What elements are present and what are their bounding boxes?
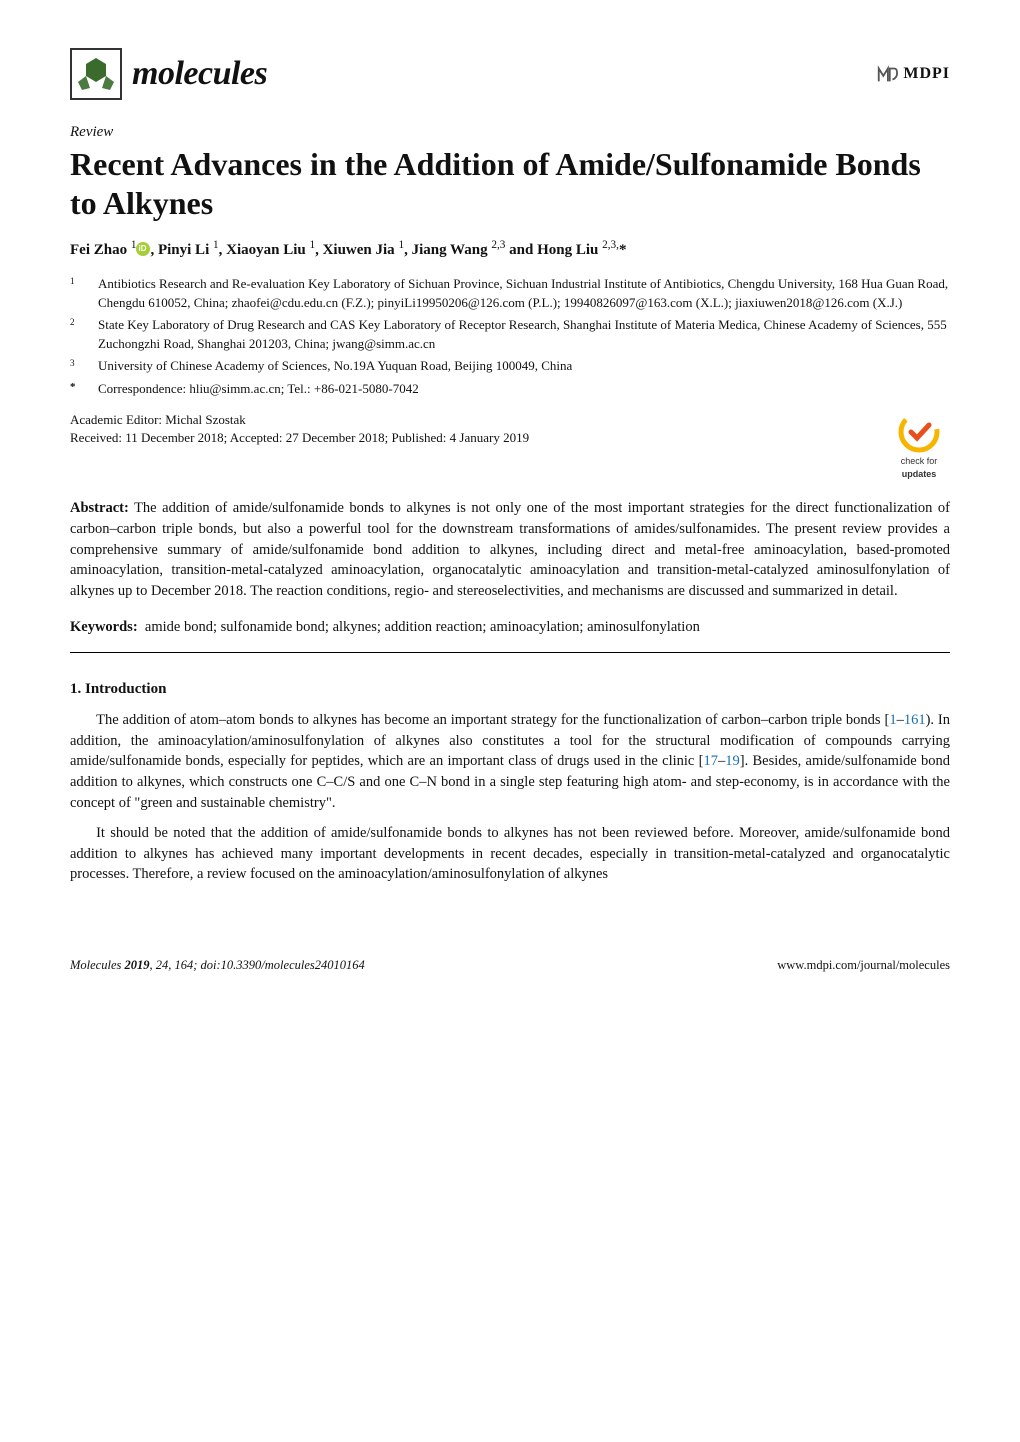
aff-number: 2 [70, 317, 75, 327]
academic-editor: Academic Editor: Michal Szostak [70, 411, 888, 429]
orcid-icon[interactable] [136, 242, 150, 256]
affiliation: 2 State Key Laboratory of Drug Research … [70, 316, 950, 353]
authors-line: Fei Zhao 1 , Pinyi Li 1, Xiaoyan Liu 1, X… [70, 238, 950, 261]
author: Fei Zhao 1 [70, 242, 136, 258]
reference-link[interactable]: 1 [889, 712, 896, 728]
aff-text: University of Chinese Academy of Science… [98, 357, 950, 376]
author: , Pinyi Li 1, Xiaoyan Liu 1, Xiuwen Jia … [150, 242, 626, 258]
footer-left: Molecules 2019, 24, 164; doi:10.3390/mol… [70, 957, 365, 975]
page-footer: Molecules 2019, 24, 164; doi:10.3390/mol… [70, 957, 950, 975]
aff-text: State Key Laboratory of Drug Research an… [98, 316, 950, 353]
body-text: – [897, 712, 904, 728]
keywords: Keywords: amide bond; sulfonamide bond; … [70, 617, 950, 638]
footer-volume: 24 [156, 958, 169, 972]
check-for-updates-badge[interactable]: check forupdates [888, 411, 950, 481]
journal-name: molecules [132, 50, 267, 98]
abstract-label: Abstract: [70, 500, 129, 516]
corr-text: Correspondence: hliu@simm.ac.cn; Tel.: +… [98, 380, 950, 398]
affiliation: 3 University of Chinese Academy of Scien… [70, 357, 950, 376]
reference-link[interactable]: 16 [904, 712, 919, 728]
abstract: Abstract: The addition of amide/sulfonam… [70, 498, 950, 601]
affiliation: 1 Antibiotics Research and Re-evaluation… [70, 275, 950, 312]
header-row: molecules MDPI [70, 48, 950, 100]
footer-right: www.mdpi.com/journal/molecules [777, 957, 950, 975]
correspondence: * Correspondence: hliu@simm.ac.cn; Tel.:… [70, 380, 950, 398]
section-heading: 1. Introduction [70, 679, 950, 700]
footer-journal: Molecules [70, 958, 121, 972]
editor-history-row: Academic Editor: Michal Szostak Received… [70, 411, 950, 481]
paper-title: Recent Advances in the Addition of Amide… [70, 145, 950, 222]
keywords-text: amide bond; sulfonamide bond; alkynes; a… [145, 619, 700, 635]
publisher-name: MDPI [903, 63, 950, 86]
check-updates-icon [898, 411, 940, 453]
scheme-link[interactable]: 1 [918, 712, 925, 728]
abstract-text: The addition of amide/sulfonamide bonds … [70, 500, 950, 598]
aff-number: 3 [70, 358, 75, 368]
reference-link[interactable]: 19 [725, 753, 740, 769]
body-paragraph: The addition of atom–atom bonds to alkyn… [70, 710, 950, 813]
journal-url[interactable]: www.mdpi.com/journal/molecules [777, 958, 950, 972]
publisher-logo: MDPI [876, 63, 950, 86]
aff-number: 1 [70, 276, 75, 286]
keywords-label: Keywords: [70, 619, 138, 635]
publication-history: Received: 11 December 2018; Accepted: 27… [70, 429, 888, 447]
corr-star: * [70, 381, 76, 393]
footer-doi: doi:10.3390/molecules24010164 [201, 958, 365, 972]
footer-year: 2019 [125, 958, 150, 972]
divider [70, 652, 950, 653]
aff-text: Antibiotics Research and Re-evaluation K… [98, 275, 950, 312]
affiliations: 1 Antibiotics Research and Re-evaluation… [70, 275, 950, 399]
body-paragraph: It should be noted that the addition of … [70, 823, 950, 885]
mdpi-icon [876, 63, 898, 85]
paper-type: Review [70, 122, 950, 143]
body-text: The addition of atom–atom bonds to alkyn… [96, 712, 889, 728]
reference-link[interactable]: 17 [703, 753, 718, 769]
footer-article: 164 [175, 958, 194, 972]
check-updates-label: check forupdates [888, 455, 950, 481]
molecules-logo-icon [70, 48, 122, 100]
journal-logo: molecules [70, 48, 267, 100]
